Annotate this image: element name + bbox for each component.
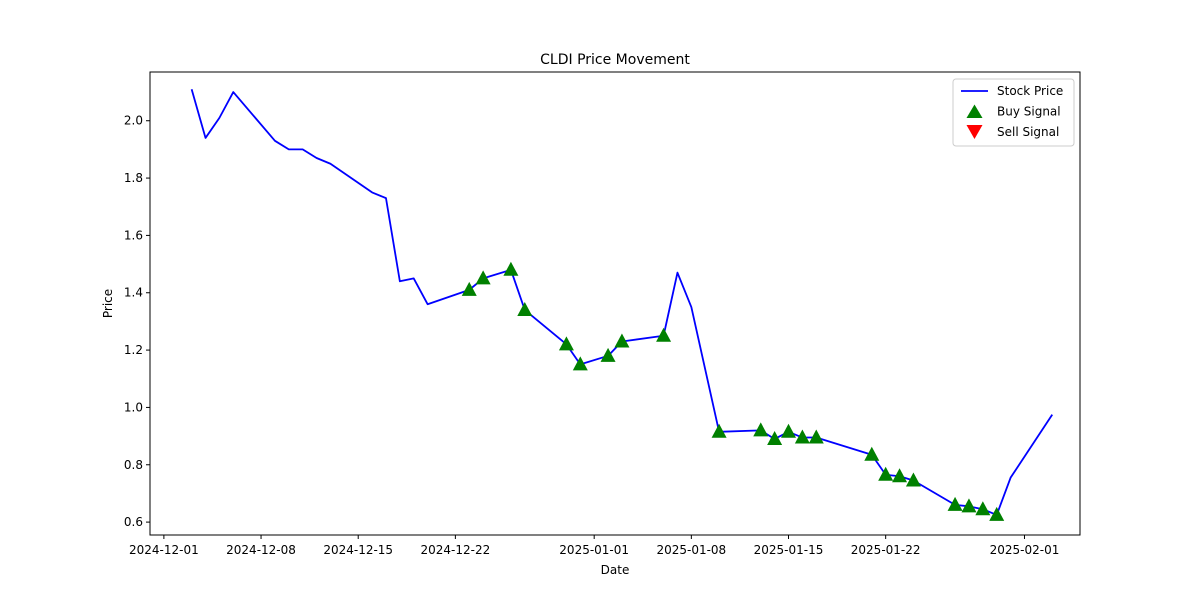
x-tick-label: 2024-12-08 [226, 543, 296, 557]
buy-signal-marker [989, 506, 1005, 521]
x-tick-label: 2024-12-15 [323, 543, 393, 557]
plot-area [149, 71, 1081, 536]
x-tick-label: 2025-01-15 [754, 543, 824, 557]
buy-signal-marker [961, 498, 977, 513]
buy-signal-marker [905, 472, 921, 487]
buy-signal-marker [767, 430, 783, 445]
buy-signal-marker [656, 327, 672, 342]
chart-title: CLDI Price Movement [540, 52, 690, 68]
x-tick-label: 2025-01-01 [559, 543, 629, 557]
y-tick-label: 1.2 [124, 343, 143, 357]
buy-signal-marker [878, 466, 894, 481]
y-axis-label: Price [101, 289, 115, 318]
legend-sell-signal-label: Sell Signal [997, 125, 1059, 139]
legend-stock-price-label: Stock Price [997, 84, 1063, 98]
buy-signal-marker [711, 423, 727, 438]
legend-box [952, 78, 1075, 147]
legend: Stock Price Buy Signal Sell Signal [952, 78, 1075, 147]
legend-buy-signal-swatch [966, 104, 983, 118]
x-tick-label: 2025-01-08 [656, 543, 726, 557]
buy-signal-marker [614, 333, 630, 348]
buy-signal-marker [892, 468, 908, 483]
buy-signal-marker [794, 429, 810, 444]
legend-buy-signal-label: Buy Signal [997, 105, 1061, 119]
y-tick-label: 1.6 [124, 228, 143, 242]
buy-signal-marker [461, 281, 477, 296]
buy-signal-marker [781, 423, 797, 438]
buy-signal-marker [600, 347, 616, 362]
x-tick-label: 2025-02-01 [990, 543, 1060, 557]
buy-signal-marker [558, 336, 574, 351]
buy-signal-marker [808, 429, 824, 444]
y-tick-label: 1.4 [124, 286, 143, 300]
x-tick-label: 2024-12-01 [129, 543, 199, 557]
y-tick-label: 1.8 [124, 171, 143, 185]
x-tick-label: 2025-01-22 [851, 543, 921, 557]
legend-sell-signal-swatch [966, 125, 983, 139]
y-axis: 0.6 0.8 1.0 1.2 1.4 1.6 1.8 2.0 [124, 114, 150, 529]
x-axis: 2024-12-01 2024-12-08 2024-12-15 2024-12-22… [129, 535, 1059, 557]
y-tick-label: 1.0 [124, 400, 143, 414]
y-tick-label: 0.8 [124, 458, 143, 472]
buy-signal-marker [947, 496, 963, 511]
buy-signal-marker [572, 356, 588, 371]
series-layer [190, 88, 1053, 521]
buy-signal-marker [517, 301, 533, 316]
x-tick-label: 2024-12-22 [420, 543, 490, 557]
y-tick-label: 2.0 [124, 114, 143, 128]
buy-signal-marker [975, 501, 991, 516]
y-tick-label: 0.6 [124, 515, 143, 529]
buy-signal-marker [475, 270, 491, 285]
buy-signal-marker [753, 422, 769, 437]
x-axis-label: Date [601, 563, 630, 577]
buy-signal-marker [503, 261, 519, 276]
buy-signal-marker [864, 446, 880, 461]
